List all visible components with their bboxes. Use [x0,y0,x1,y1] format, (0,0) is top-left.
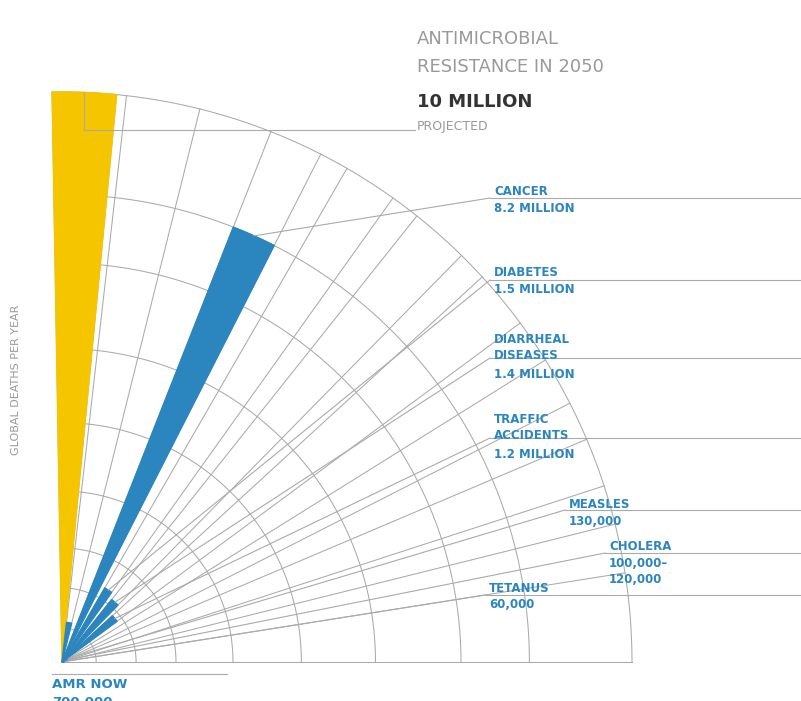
Text: PROJECTED: PROJECTED [417,120,489,133]
Polygon shape [62,661,66,662]
Polygon shape [52,92,117,662]
Text: 130,000: 130,000 [569,515,622,528]
Polygon shape [62,658,69,662]
Text: DIARRHEAL
DISEASES: DIARRHEAL DISEASES [494,333,570,362]
Text: CANCER: CANCER [494,185,548,198]
Text: 10 MILLION: 10 MILLION [417,93,533,111]
Text: MEASLES: MEASLES [569,498,630,511]
Text: RESISTANCE IN 2050: RESISTANCE IN 2050 [417,58,604,76]
Text: TRAFFIC
ACCIDENTS: TRAFFIC ACCIDENTS [494,413,570,442]
Polygon shape [62,615,117,662]
Polygon shape [62,227,274,662]
Text: 8.2 MILLION: 8.2 MILLION [494,202,574,215]
Polygon shape [62,588,111,662]
Text: 1.5 MILLION: 1.5 MILLION [494,283,574,296]
Text: TETANUS: TETANUS [489,582,549,595]
Polygon shape [62,599,118,662]
Text: 60,000: 60,000 [489,598,534,611]
Polygon shape [62,660,68,662]
Text: 700,000: 700,000 [52,696,112,701]
Text: 100,000–
120,000: 100,000– 120,000 [609,557,668,586]
Text: 1.2 MILLION: 1.2 MILLION [494,448,574,461]
Text: GLOBAL DEATHS PER YEAR: GLOBAL DEATHS PER YEAR [11,305,21,455]
Text: CHOLERA: CHOLERA [609,540,671,553]
Text: AMR NOW: AMR NOW [52,678,127,691]
Text: ANTIMICROBIAL: ANTIMICROBIAL [417,30,559,48]
Text: DIABETES: DIABETES [494,266,559,279]
Text: 1.4 MILLION: 1.4 MILLION [494,368,574,381]
Polygon shape [62,622,71,662]
